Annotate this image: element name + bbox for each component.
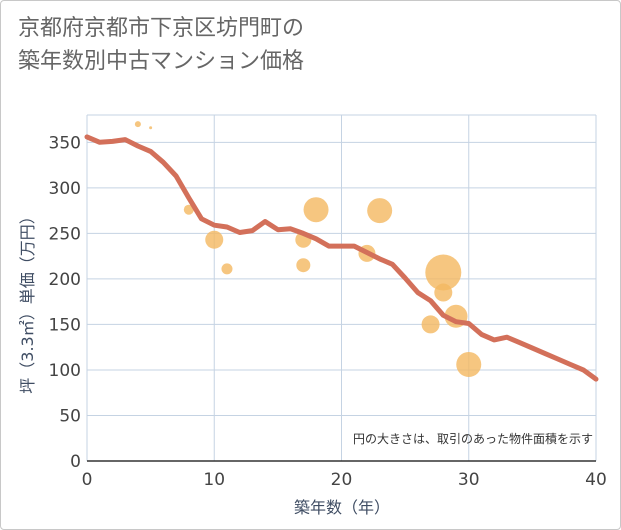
x-tick-label: 0	[82, 470, 93, 490]
x-tick-label: 30	[458, 470, 480, 490]
y-tick-label: 250	[49, 224, 81, 244]
y-tick-label: 300	[49, 179, 81, 199]
bubble-point	[421, 315, 440, 334]
bubble-point	[367, 198, 393, 224]
bubble-point	[149, 126, 153, 130]
chart-title: 京都府京都市下京区坊門町の 築年数別中古マンション価格	[18, 12, 304, 78]
bubbles	[134, 121, 482, 377]
chart-title-line1: 京都府京都市下京区坊門町の	[18, 16, 305, 41]
y-tick-label: 150	[49, 315, 81, 335]
x-tick-label: 40	[585, 470, 607, 490]
bubble-point	[134, 121, 141, 128]
grid-lines	[86, 114, 597, 461]
y-tick-label: 100	[49, 361, 81, 381]
y-tick-label: 200	[49, 270, 81, 290]
bubble-point	[456, 351, 482, 377]
y-tick-label: 350	[49, 133, 81, 153]
y-axis-title: 坪（3.3㎡）単価（万円）	[18, 208, 37, 393]
size-note: 円の大きさは、取引のあった物件面積を示す	[353, 431, 593, 446]
bubble-point	[425, 254, 462, 291]
y-tick-label: 50	[59, 406, 81, 426]
x-axis-title: 築年数（年）	[294, 498, 390, 517]
y-tick-label: 0	[70, 452, 81, 472]
bubble-point	[296, 258, 311, 273]
chart-title-line2: 築年数別中古マンション価格	[18, 49, 305, 74]
bubble-point	[303, 197, 329, 223]
bubble-point	[434, 283, 453, 302]
trend-line	[84, 134, 599, 382]
bubble-point	[183, 204, 194, 215]
bubble-point	[221, 263, 233, 275]
bubble-point	[205, 230, 224, 249]
x-tick-label: 20	[331, 470, 353, 490]
x-tick-labels: 0 10 20 30 40	[82, 470, 607, 490]
x-tick-label: 10	[203, 470, 225, 490]
y-tick-labels: 0 50 100 150 200 250 300 350	[49, 133, 81, 472]
